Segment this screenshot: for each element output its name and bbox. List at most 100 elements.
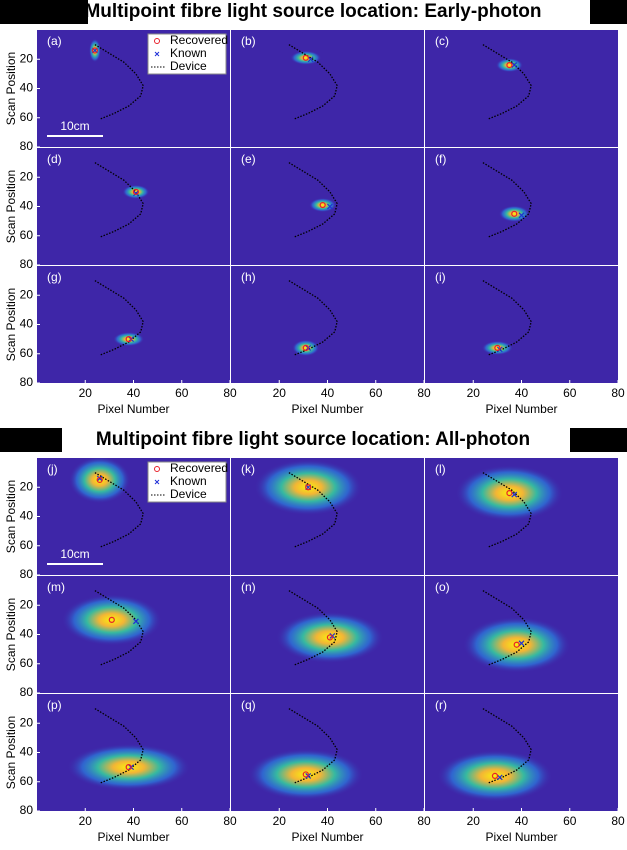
- recovered-marker: [96, 476, 103, 484]
- device-curve: [94, 162, 144, 238]
- x-tick-label: 40: [321, 814, 335, 828]
- y-axis-label: Scan Position: [4, 716, 18, 789]
- device-curve: [288, 44, 338, 120]
- recovered-marker: [125, 336, 132, 343]
- x-tick-label: 80: [223, 386, 237, 400]
- intensity-blob: [122, 184, 150, 199]
- intensity-blob: [61, 594, 162, 646]
- intensity-blob: [113, 332, 145, 347]
- y-axis-label: Scan Position: [4, 288, 18, 361]
- x-tick-label: 40: [515, 814, 529, 828]
- intensity-blob: [247, 748, 364, 801]
- intensity-blob: [481, 340, 513, 355]
- recovered-marker: [506, 490, 513, 497]
- panel-bg: [37, 148, 230, 265]
- intensity-blob: [275, 611, 384, 664]
- y-axis-label: Scan Position: [4, 170, 18, 243]
- intensity-blob: [66, 743, 191, 791]
- x-axis-label: Pixel Number: [97, 830, 169, 844]
- device-curve: [94, 472, 144, 548]
- panel-label: (c): [435, 34, 449, 48]
- x-tick-label: 20: [273, 386, 287, 400]
- recovered-marker: [326, 634, 334, 641]
- panel-label: (a): [47, 34, 62, 48]
- device-curve: [288, 280, 338, 356]
- panel: [455, 465, 564, 548]
- panel-label: (m): [47, 580, 65, 594]
- x-tick-label: 80: [611, 386, 625, 400]
- x-tick-label: 40: [321, 386, 335, 400]
- legend-symbol: [154, 38, 160, 44]
- legend-symbol: [154, 479, 160, 485]
- intensity-blob: [68, 458, 131, 504]
- device-curve: [94, 590, 144, 666]
- x-tick-label: 80: [417, 386, 431, 400]
- x-axis-label: Pixel Number: [291, 830, 363, 844]
- known-marker: [511, 62, 518, 69]
- y-tick-label: 80: [20, 567, 34, 581]
- device-curve: [288, 590, 338, 666]
- intensity-blob: [292, 339, 320, 357]
- y-tick-label: 40: [20, 199, 34, 213]
- device-curve: [482, 280, 532, 356]
- y-tick-label: 40: [20, 627, 34, 641]
- panel: [288, 162, 338, 238]
- decor: [590, 0, 627, 24]
- intensity-blob: [498, 205, 530, 223]
- panel-label: (d): [47, 152, 62, 166]
- device-curve: [288, 162, 338, 238]
- x-axis-label: Pixel Number: [97, 402, 169, 416]
- recovered-marker: [494, 344, 501, 351]
- panel-bg: [425, 30, 618, 147]
- panel: [288, 280, 338, 357]
- y-tick-label: 20: [20, 715, 34, 729]
- y-tick-label: 20: [20, 597, 34, 611]
- y-tick-label: 20: [20, 287, 34, 301]
- recovered-marker: [513, 641, 520, 648]
- device-curve: [288, 472, 338, 548]
- scale-label: 10cm: [60, 119, 89, 133]
- panel-label: (e): [241, 152, 256, 166]
- recovered-marker: [302, 771, 309, 778]
- panel: [482, 162, 532, 238]
- recovered-marker: [511, 210, 518, 217]
- panel: [66, 708, 191, 791]
- x-tick-label: 80: [611, 814, 625, 828]
- figure-title: Multipoint fibre light source location: …: [96, 429, 530, 450]
- x-axis-label: Pixel Number: [485, 402, 557, 416]
- intensity-blob: [455, 465, 564, 522]
- panel: [94, 280, 145, 356]
- y-tick-label: 80: [20, 375, 34, 389]
- panel-label: (q): [241, 698, 256, 712]
- intensity-blob: [495, 58, 523, 73]
- device-curve: [288, 708, 338, 784]
- panel-bg: [231, 30, 424, 147]
- y-tick-label: 60: [20, 110, 34, 124]
- panel: [288, 44, 338, 120]
- decor: [0, 0, 88, 24]
- legend-label: Device: [170, 59, 207, 73]
- panel: [68, 458, 144, 548]
- legend-label: Device: [170, 487, 207, 501]
- decor: [570, 428, 627, 452]
- panel: [94, 162, 150, 238]
- legend-symbol: [154, 51, 160, 57]
- device-curve: [482, 708, 532, 784]
- known-marker: [518, 212, 525, 219]
- panel-label: (k): [241, 462, 255, 476]
- x-tick-label: 20: [79, 386, 93, 400]
- panel-bg: [425, 266, 618, 383]
- panel-label: (p): [47, 698, 62, 712]
- known-marker: [307, 56, 314, 63]
- legend-label: Known: [170, 46, 207, 60]
- intensity-blob: [462, 616, 571, 673]
- x-tick-label: 60: [563, 814, 577, 828]
- x-tick-label: 80: [223, 814, 237, 828]
- panel-label: (n): [241, 580, 256, 594]
- known-marker: [132, 190, 139, 197]
- figure-title: Multipoint fibre light source location: …: [84, 1, 541, 22]
- intensity-blob: [437, 750, 553, 802]
- x-tick-label: 20: [467, 386, 481, 400]
- known-marker: [132, 618, 139, 625]
- panel-bg: [425, 148, 618, 265]
